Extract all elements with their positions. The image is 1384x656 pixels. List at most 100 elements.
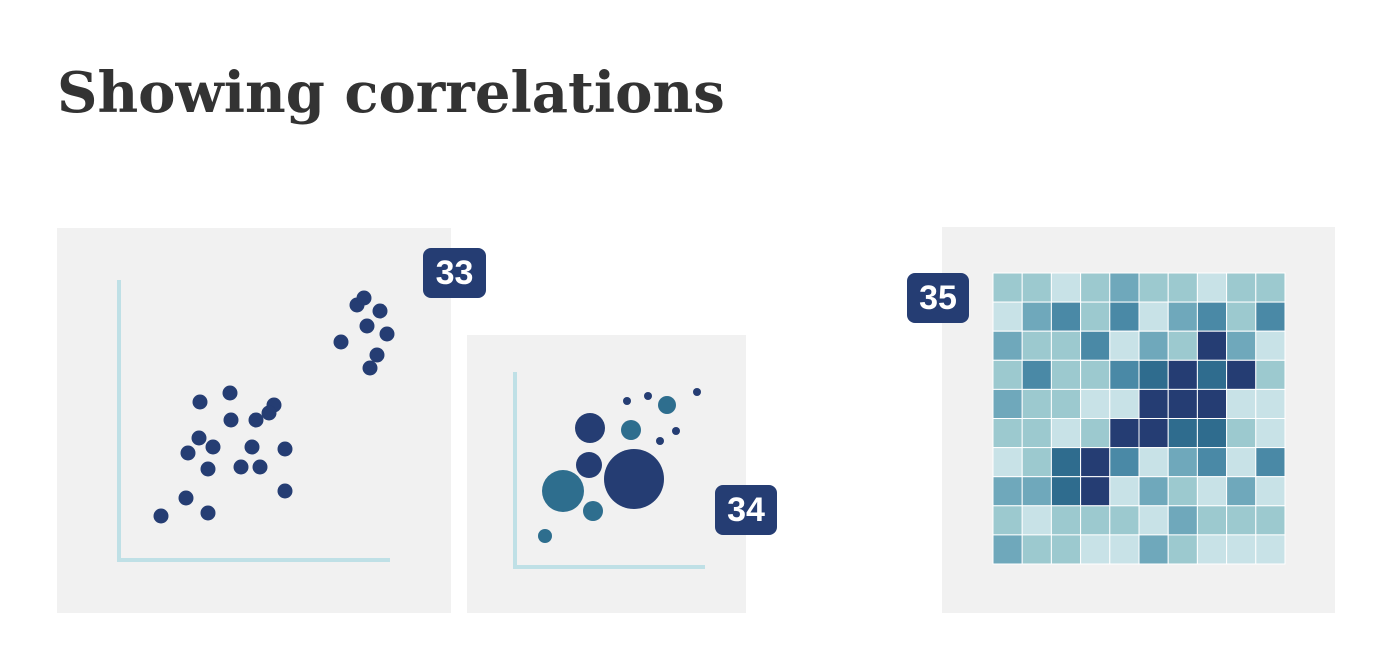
dot bbox=[333, 334, 349, 350]
page-title: Showing correlations bbox=[57, 60, 725, 126]
heat-cell bbox=[1255, 301, 1286, 332]
heat-cell bbox=[1167, 359, 1198, 390]
heat-cell bbox=[1050, 359, 1082, 390]
heat-cell bbox=[1050, 476, 1082, 507]
dot bbox=[200, 461, 216, 477]
heat-cell bbox=[1167, 330, 1198, 361]
heat-cell bbox=[1109, 476, 1140, 507]
axis-icon bbox=[513, 372, 705, 569]
heat-cell bbox=[1167, 388, 1198, 419]
heatmap-icon bbox=[992, 272, 1286, 565]
card-number: 33 bbox=[436, 254, 474, 292]
bubble bbox=[693, 388, 701, 396]
heat-cell bbox=[1226, 272, 1257, 303]
heat-cell bbox=[1080, 534, 1111, 565]
dot bbox=[372, 303, 388, 319]
bubble bbox=[656, 437, 664, 445]
heat-cell bbox=[1138, 388, 1169, 419]
heat-cell bbox=[1109, 534, 1140, 565]
bubble bbox=[604, 449, 664, 509]
heat-cell bbox=[992, 301, 1023, 332]
dot bbox=[222, 385, 238, 401]
heat-cell bbox=[1255, 359, 1286, 390]
heat-cell bbox=[992, 330, 1023, 361]
card-number: 35 bbox=[919, 279, 957, 317]
heat-cell bbox=[1167, 272, 1198, 303]
heat-cell bbox=[1021, 505, 1052, 536]
heat-cell bbox=[1167, 418, 1198, 449]
heat-cell bbox=[1226, 505, 1257, 536]
heat-cell bbox=[1196, 534, 1228, 565]
dot bbox=[369, 347, 385, 363]
heat-cell bbox=[992, 418, 1023, 449]
heat-cell bbox=[1109, 359, 1140, 390]
heat-cell bbox=[1138, 476, 1169, 507]
heat-cell bbox=[1050, 418, 1082, 449]
heat-cell bbox=[1196, 447, 1228, 478]
heat-cell bbox=[1255, 388, 1286, 419]
heat-cell bbox=[1080, 301, 1111, 332]
bubble bbox=[621, 420, 641, 440]
dot bbox=[277, 441, 293, 457]
heat-cell bbox=[1109, 301, 1140, 332]
dot bbox=[200, 505, 216, 521]
heat-cell bbox=[1196, 330, 1228, 361]
heat-cell bbox=[1226, 388, 1257, 419]
dot bbox=[192, 394, 208, 410]
heat-cell bbox=[1080, 447, 1111, 478]
heat-cell bbox=[1109, 272, 1140, 303]
dot bbox=[359, 318, 375, 334]
dot bbox=[153, 508, 169, 524]
bubble bbox=[538, 529, 552, 543]
dot bbox=[233, 459, 249, 475]
heat-cell bbox=[1021, 330, 1052, 361]
heat-cell bbox=[1226, 330, 1257, 361]
heat-cell bbox=[1021, 388, 1052, 419]
heat-cell bbox=[1080, 272, 1111, 303]
heat-cell bbox=[1138, 505, 1169, 536]
heat-cell bbox=[992, 534, 1023, 565]
heat-cell bbox=[1167, 476, 1198, 507]
heat-cell bbox=[992, 476, 1023, 507]
heat-cell bbox=[1080, 476, 1111, 507]
axis-icon bbox=[117, 280, 390, 562]
dot bbox=[362, 360, 378, 376]
dot bbox=[356, 290, 372, 306]
heat-cell bbox=[1109, 505, 1140, 536]
dot bbox=[180, 445, 196, 461]
heat-cell bbox=[1021, 447, 1052, 478]
scatter-card: 33 bbox=[57, 228, 486, 613]
dot bbox=[379, 326, 395, 342]
bubble-card: 34 bbox=[467, 335, 777, 613]
bubble bbox=[583, 501, 603, 521]
heat-cell bbox=[992, 359, 1023, 390]
heat-cell bbox=[1080, 505, 1111, 536]
heat-cell bbox=[1167, 534, 1198, 565]
dot bbox=[191, 430, 207, 446]
bubble bbox=[576, 452, 602, 478]
heat-cell bbox=[1021, 272, 1052, 303]
bubble bbox=[658, 396, 676, 414]
heat-cell bbox=[1021, 534, 1052, 565]
heat-cell bbox=[1050, 534, 1082, 565]
heat-cell bbox=[1196, 476, 1228, 507]
heat-cell bbox=[1196, 388, 1228, 419]
card-badge bbox=[907, 273, 969, 323]
heat-cell bbox=[1080, 330, 1111, 361]
bubble bbox=[644, 392, 652, 400]
heat-cell bbox=[1109, 418, 1140, 449]
heat-cell bbox=[1167, 301, 1198, 332]
heat-cell bbox=[1021, 418, 1052, 449]
dot bbox=[223, 412, 239, 428]
dot bbox=[178, 490, 194, 506]
bubble bbox=[575, 413, 605, 443]
heat-cell bbox=[1021, 301, 1052, 332]
heat-cell bbox=[1255, 272, 1286, 303]
scatter-icon bbox=[153, 290, 395, 524]
heat-cell bbox=[1138, 301, 1169, 332]
heat-cell bbox=[992, 447, 1023, 478]
heat-cell bbox=[1138, 272, 1169, 303]
heat-cell bbox=[1080, 359, 1111, 390]
bubble-icon bbox=[538, 388, 701, 543]
